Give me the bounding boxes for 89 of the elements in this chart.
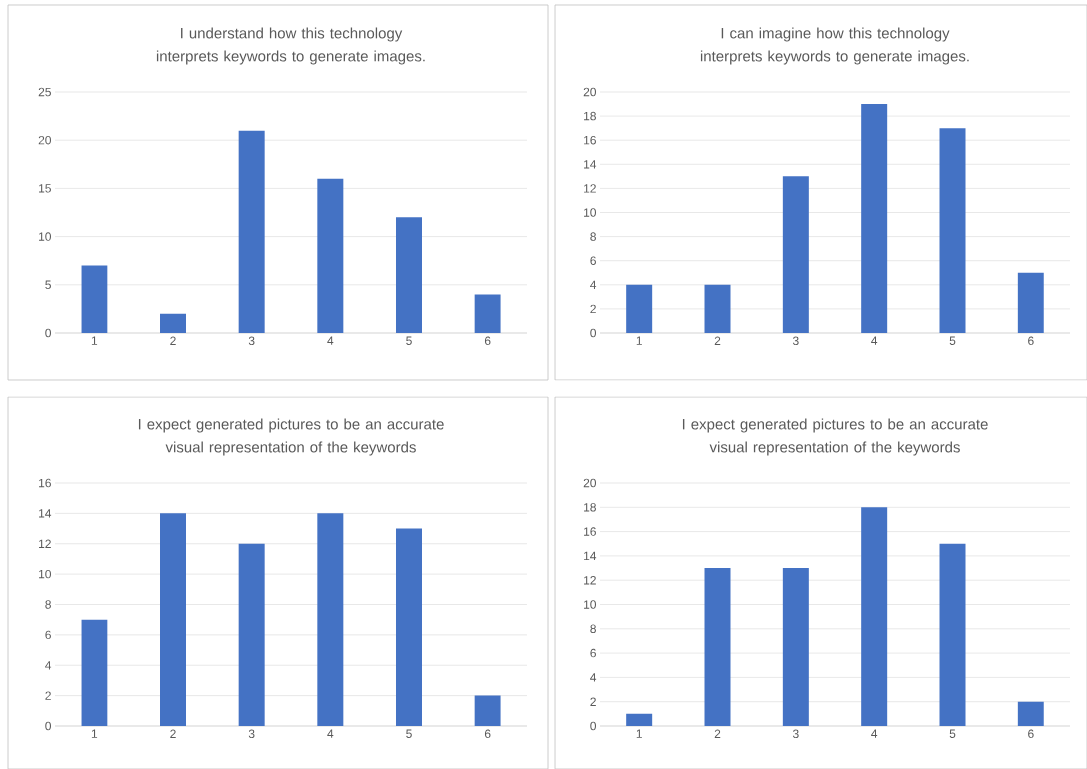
y-tick-label: 10 [584, 208, 597, 217]
y-tick-label: 6 [590, 648, 596, 658]
y-tick-label: 10 [584, 600, 597, 609]
y-tick-label: 8 [45, 600, 51, 609]
y-tick-label: 12 [584, 576, 596, 585]
bar [474, 294, 501, 333]
x-tick-label: 3 [792, 336, 799, 346]
bar [861, 104, 888, 333]
x-tick-label: 4 [871, 729, 878, 738]
bar [1017, 272, 1044, 333]
y-tick-label: 0 [45, 721, 52, 731]
y-tick-label: 10 [39, 569, 51, 579]
bar [238, 543, 265, 726]
y-tick-label: 15 [39, 184, 51, 193]
bar [474, 695, 501, 726]
x-tick-label: 4 [327, 336, 334, 345]
x-tick-label: 5 [949, 729, 956, 738]
x-tick-label: 3 [248, 336, 255, 346]
y-tick-label: 6 [590, 256, 596, 265]
bar [160, 513, 186, 726]
x-tick-label: 2 [714, 729, 721, 738]
x-tick-label: 1 [636, 336, 642, 345]
y-tick-label: 4 [590, 280, 597, 289]
x-tick-label: 2 [714, 336, 721, 345]
y-tick-label: 14 [584, 160, 597, 169]
y-tick-label: 5 [45, 280, 51, 289]
y-tick-label: 20 [38, 135, 51, 145]
bar [317, 513, 344, 726]
bar [81, 619, 108, 726]
bar [317, 178, 344, 333]
x-tick-label: 6 [1028, 729, 1034, 739]
chart-title: I expect generated pictures to be an accurate visual representation of the keywords [138, 418, 444, 456]
x-tick-label: 6 [1028, 336, 1034, 346]
y-tick-label: 14 [39, 509, 52, 518]
y-tick-label: 4 [590, 673, 597, 682]
y-tick-label: 16 [584, 135, 596, 145]
x-tick-label: 3 [248, 729, 255, 739]
bar [861, 507, 888, 726]
x-tick-label: 5 [949, 336, 956, 345]
x-tick-label: 2 [170, 336, 176, 345]
bar [939, 128, 966, 333]
y-tick-label: 20 [583, 478, 597, 488]
y-tick-label: 12 [39, 539, 51, 548]
x-tick-label: 5 [406, 336, 412, 345]
y-tick-label: 0 [590, 328, 597, 338]
y-tick-label: 16 [584, 527, 596, 536]
bar [238, 130, 265, 333]
y-tick-label: 10 [39, 232, 51, 241]
x-tick-label: 5 [406, 729, 412, 738]
bar [396, 528, 422, 726]
x-tick-label: 2 [170, 729, 176, 738]
y-tick-label: 18 [584, 111, 596, 121]
bar [782, 568, 809, 726]
x-tick-label: 4 [327, 729, 334, 738]
y-tick-label: 8 [590, 232, 596, 241]
y-tick-label: 2 [590, 304, 596, 314]
bar [160, 313, 186, 333]
y-tick-label: 14 [584, 551, 597, 561]
y-tick-label: 6 [45, 630, 51, 640]
y-tick-label: 20 [583, 87, 597, 97]
bar [396, 217, 422, 333]
x-tick-label: 1 [91, 336, 98, 345]
bar [1017, 701, 1044, 726]
x-tick-label: 1 [636, 729, 642, 738]
x-tick-label: 6 [484, 729, 491, 739]
x-tick-label: 6 [484, 336, 491, 346]
y-tick-label: 16 [39, 478, 51, 488]
x-tick-label: 3 [792, 729, 799, 739]
y-tick-label: 25 [38, 87, 51, 97]
bar [704, 568, 731, 726]
y-tick-label: 0 [590, 721, 597, 731]
bar [939, 543, 966, 726]
chart-title: I can imagine how this technology interprets keywords to generate images. [700, 27, 969, 65]
chart-title: I expect generated pictures to be an accurate visual representation of the keywords [682, 418, 988, 456]
bar [626, 713, 653, 726]
y-tick-label: 4 [45, 661, 52, 670]
y-tick-label: 0 [45, 328, 52, 338]
y-tick-label: 12 [584, 184, 596, 193]
y-tick-label: 18 [584, 503, 596, 512]
x-tick-label: 1 [91, 729, 98, 738]
y-tick-label: 2 [590, 697, 596, 706]
bar [81, 265, 108, 333]
chart-title: I understand how this technology interprets keywords to generate images. [156, 27, 425, 65]
bar [704, 284, 731, 333]
bar [626, 284, 653, 333]
x-tick-label: 4 [871, 336, 878, 345]
bar [782, 176, 809, 333]
y-tick-label: 2 [45, 691, 51, 700]
y-tick-label: 8 [590, 624, 596, 634]
